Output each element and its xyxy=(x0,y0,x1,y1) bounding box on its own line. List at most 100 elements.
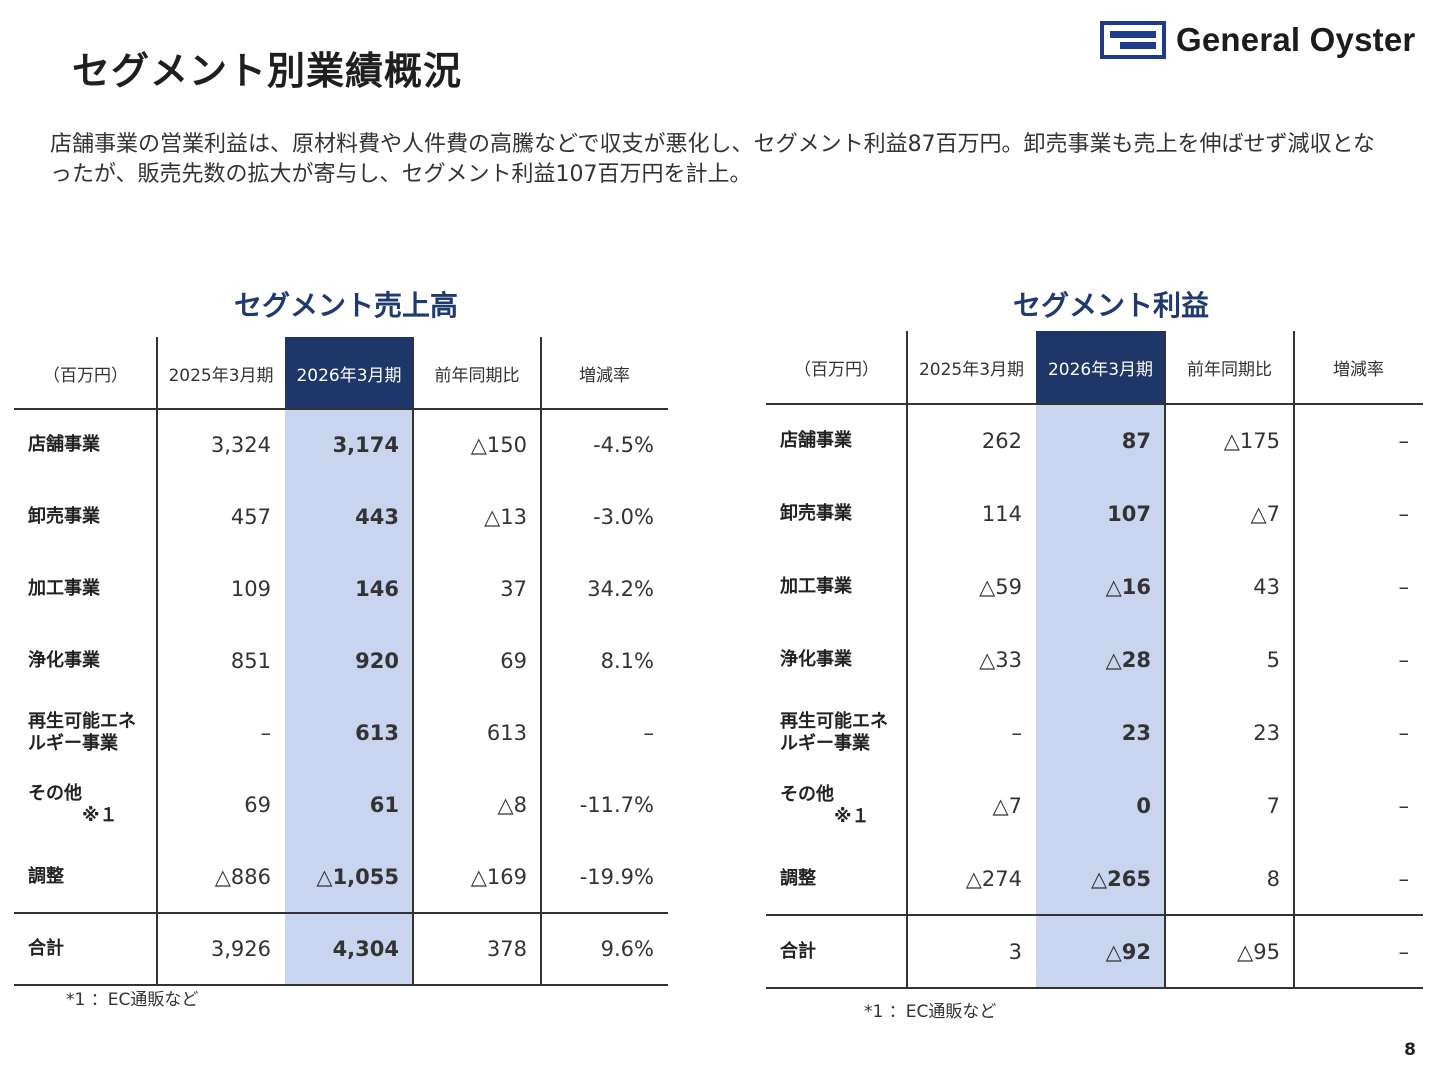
sales-value-cell: 443 xyxy=(355,505,399,529)
profit-header-cell: （百万円） xyxy=(794,360,879,380)
profit-value-cell: 3 xyxy=(1008,939,1022,964)
profit-value-cell: – xyxy=(1011,720,1023,745)
profit-row-label: 店舗事業 xyxy=(766,404,907,477)
sales-value-cell: 109 xyxy=(230,577,271,601)
sales-row-label: 調整 xyxy=(14,841,157,913)
profit-value-cell: △16 xyxy=(1105,574,1151,599)
sales-header-cell: 増減率 xyxy=(579,365,630,386)
summary-text: 店舗事業の営業利益は、原材料費や人件費の高騰などで収支が悪化し、セグメント利益8… xyxy=(50,132,1375,187)
sales-value-cell: △150 xyxy=(470,433,527,457)
profit-value-cell: 0 xyxy=(1136,793,1151,818)
sales-total-divider xyxy=(14,912,668,914)
profit-value-cell: △265 xyxy=(1091,866,1151,891)
sales-value-cell: 8.1% xyxy=(600,649,654,673)
profit-value-cell: 7 xyxy=(1266,793,1280,818)
sales-value-cell: 69 xyxy=(500,649,527,673)
sales-value-cell: 613 xyxy=(355,721,399,745)
profit-value-cell: 5 xyxy=(1266,647,1280,672)
profit-row-label: 卸売事業 xyxy=(766,477,907,550)
sales-row-label-text: 調整 xyxy=(28,866,64,887)
sales-value-cell: 34.2% xyxy=(587,577,654,601)
sales-value-cell: △1,055 xyxy=(316,865,399,889)
sales-row-label: 浄化事業 xyxy=(14,625,157,697)
profit-value-cell: – xyxy=(1398,574,1410,599)
profit-value-cell: △33 xyxy=(979,647,1022,672)
sales-highlight-column-bg xyxy=(285,409,413,985)
profit-column-divider xyxy=(1164,331,1166,988)
sales-value-cell: 920 xyxy=(355,649,399,673)
company-logo: General Oyster xyxy=(1100,20,1415,60)
sales-bottom-border xyxy=(14,984,668,986)
sales-highlight-header-bg xyxy=(285,337,413,409)
sales-value-cell: -3.0% xyxy=(593,505,654,529)
profit-value-cell: △95 xyxy=(1237,939,1280,964)
sales-value-cell: 146 xyxy=(355,577,399,601)
profit-row-label-text: 再生可能エネルギー事業 xyxy=(780,710,888,754)
profit-value-cell: – xyxy=(1398,501,1410,526)
profit-highlight-column-bg xyxy=(1036,404,1165,988)
profit-value-cell: 262 xyxy=(981,428,1022,453)
sales-column-divider xyxy=(412,337,414,985)
sales-value-cell: -19.9% xyxy=(579,865,654,889)
sales-value-cell: 9.6% xyxy=(600,937,654,961)
profit-value-cell: △7 xyxy=(1250,501,1280,526)
sales-value-cell: 457 xyxy=(230,505,271,529)
profit-row-label: 調整 xyxy=(766,842,907,915)
sales-value-cell: 4,304 xyxy=(332,937,399,961)
sales-value-cell: 378 xyxy=(486,937,527,961)
profit-column-divider xyxy=(1293,331,1295,988)
sales-header-cell: 前年同期比 xyxy=(434,365,520,386)
profit-value-cell: 8 xyxy=(1266,866,1280,891)
sales-value-cell: △169 xyxy=(470,865,527,889)
sales-value-cell: △8 xyxy=(497,793,527,817)
sales-header-cell: 2026年3月期 xyxy=(296,365,402,386)
sales-column-divider xyxy=(156,337,158,985)
page-number: 8 xyxy=(1404,1040,1416,1060)
sales-value-cell: 61 xyxy=(369,793,399,817)
profit-row-label-text: 合計 xyxy=(780,940,816,962)
sales-header-cell: （百万円） xyxy=(43,365,128,386)
profit-value-cell: 43 xyxy=(1253,574,1280,599)
sales-row-label-text: その他 xyxy=(28,783,82,804)
sales-row-label: その他 ※１ xyxy=(14,769,157,841)
sales-row-label-text: 卸売事業 xyxy=(28,506,100,527)
page-title: セグメント別業績概況 xyxy=(72,49,463,93)
sales-column-divider xyxy=(540,337,542,985)
profit-highlight-header-bg xyxy=(1036,331,1165,404)
profit-value-cell: 114 xyxy=(981,501,1022,526)
profit-row-note: ※１ xyxy=(834,805,870,827)
sales-footnote: *1 ：EC通販など xyxy=(66,990,199,1010)
profit-bottom-border xyxy=(766,987,1423,989)
profit-row-label-text: 加工事業 xyxy=(780,575,852,597)
sales-header-cell: 2025年3月期 xyxy=(168,365,274,386)
sales-value-cell: 3,324 xyxy=(210,433,271,457)
profit-section-title: セグメント利益 xyxy=(1012,289,1209,322)
profit-row-label: 加工事業 xyxy=(766,550,907,623)
profit-header-divider xyxy=(766,403,1423,405)
profit-value-cell: 23 xyxy=(1121,720,1151,745)
profit-row-label-text: 調整 xyxy=(780,867,816,889)
logo-mark-icon xyxy=(1100,21,1166,59)
sales-value-cell: – xyxy=(260,721,272,745)
profit-header-cell: 前年同期比 xyxy=(1187,360,1272,380)
profit-value-cell: – xyxy=(1398,939,1410,964)
sales-value-cell: 37 xyxy=(500,577,527,601)
profit-value-cell: △7 xyxy=(992,793,1022,818)
profit-value-cell: – xyxy=(1398,866,1410,891)
profit-row-label-text: その他 xyxy=(780,783,834,805)
sales-row-label: 再生可能エネルギー事業 xyxy=(14,697,157,769)
profit-value-cell: △92 xyxy=(1105,939,1151,964)
profit-header-cell: 増減率 xyxy=(1333,360,1384,380)
profit-value-cell: 23 xyxy=(1253,720,1280,745)
sales-value-cell: 3,926 xyxy=(210,937,271,961)
sales-value-cell: 3,174 xyxy=(332,433,399,457)
sales-total-label: 合計 xyxy=(14,913,157,985)
sales-row-label-text: 浄化事業 xyxy=(28,650,100,671)
sales-row-label: 加工事業 xyxy=(14,553,157,625)
profit-value-cell: △28 xyxy=(1105,647,1151,672)
profit-header-cell: 2025年3月期 xyxy=(918,360,1025,380)
profit-row-label-text: 店舗事業 xyxy=(780,429,852,451)
sales-value-cell: △886 xyxy=(214,865,271,889)
profit-total-divider xyxy=(766,914,1423,916)
profit-value-cell: – xyxy=(1398,720,1410,745)
